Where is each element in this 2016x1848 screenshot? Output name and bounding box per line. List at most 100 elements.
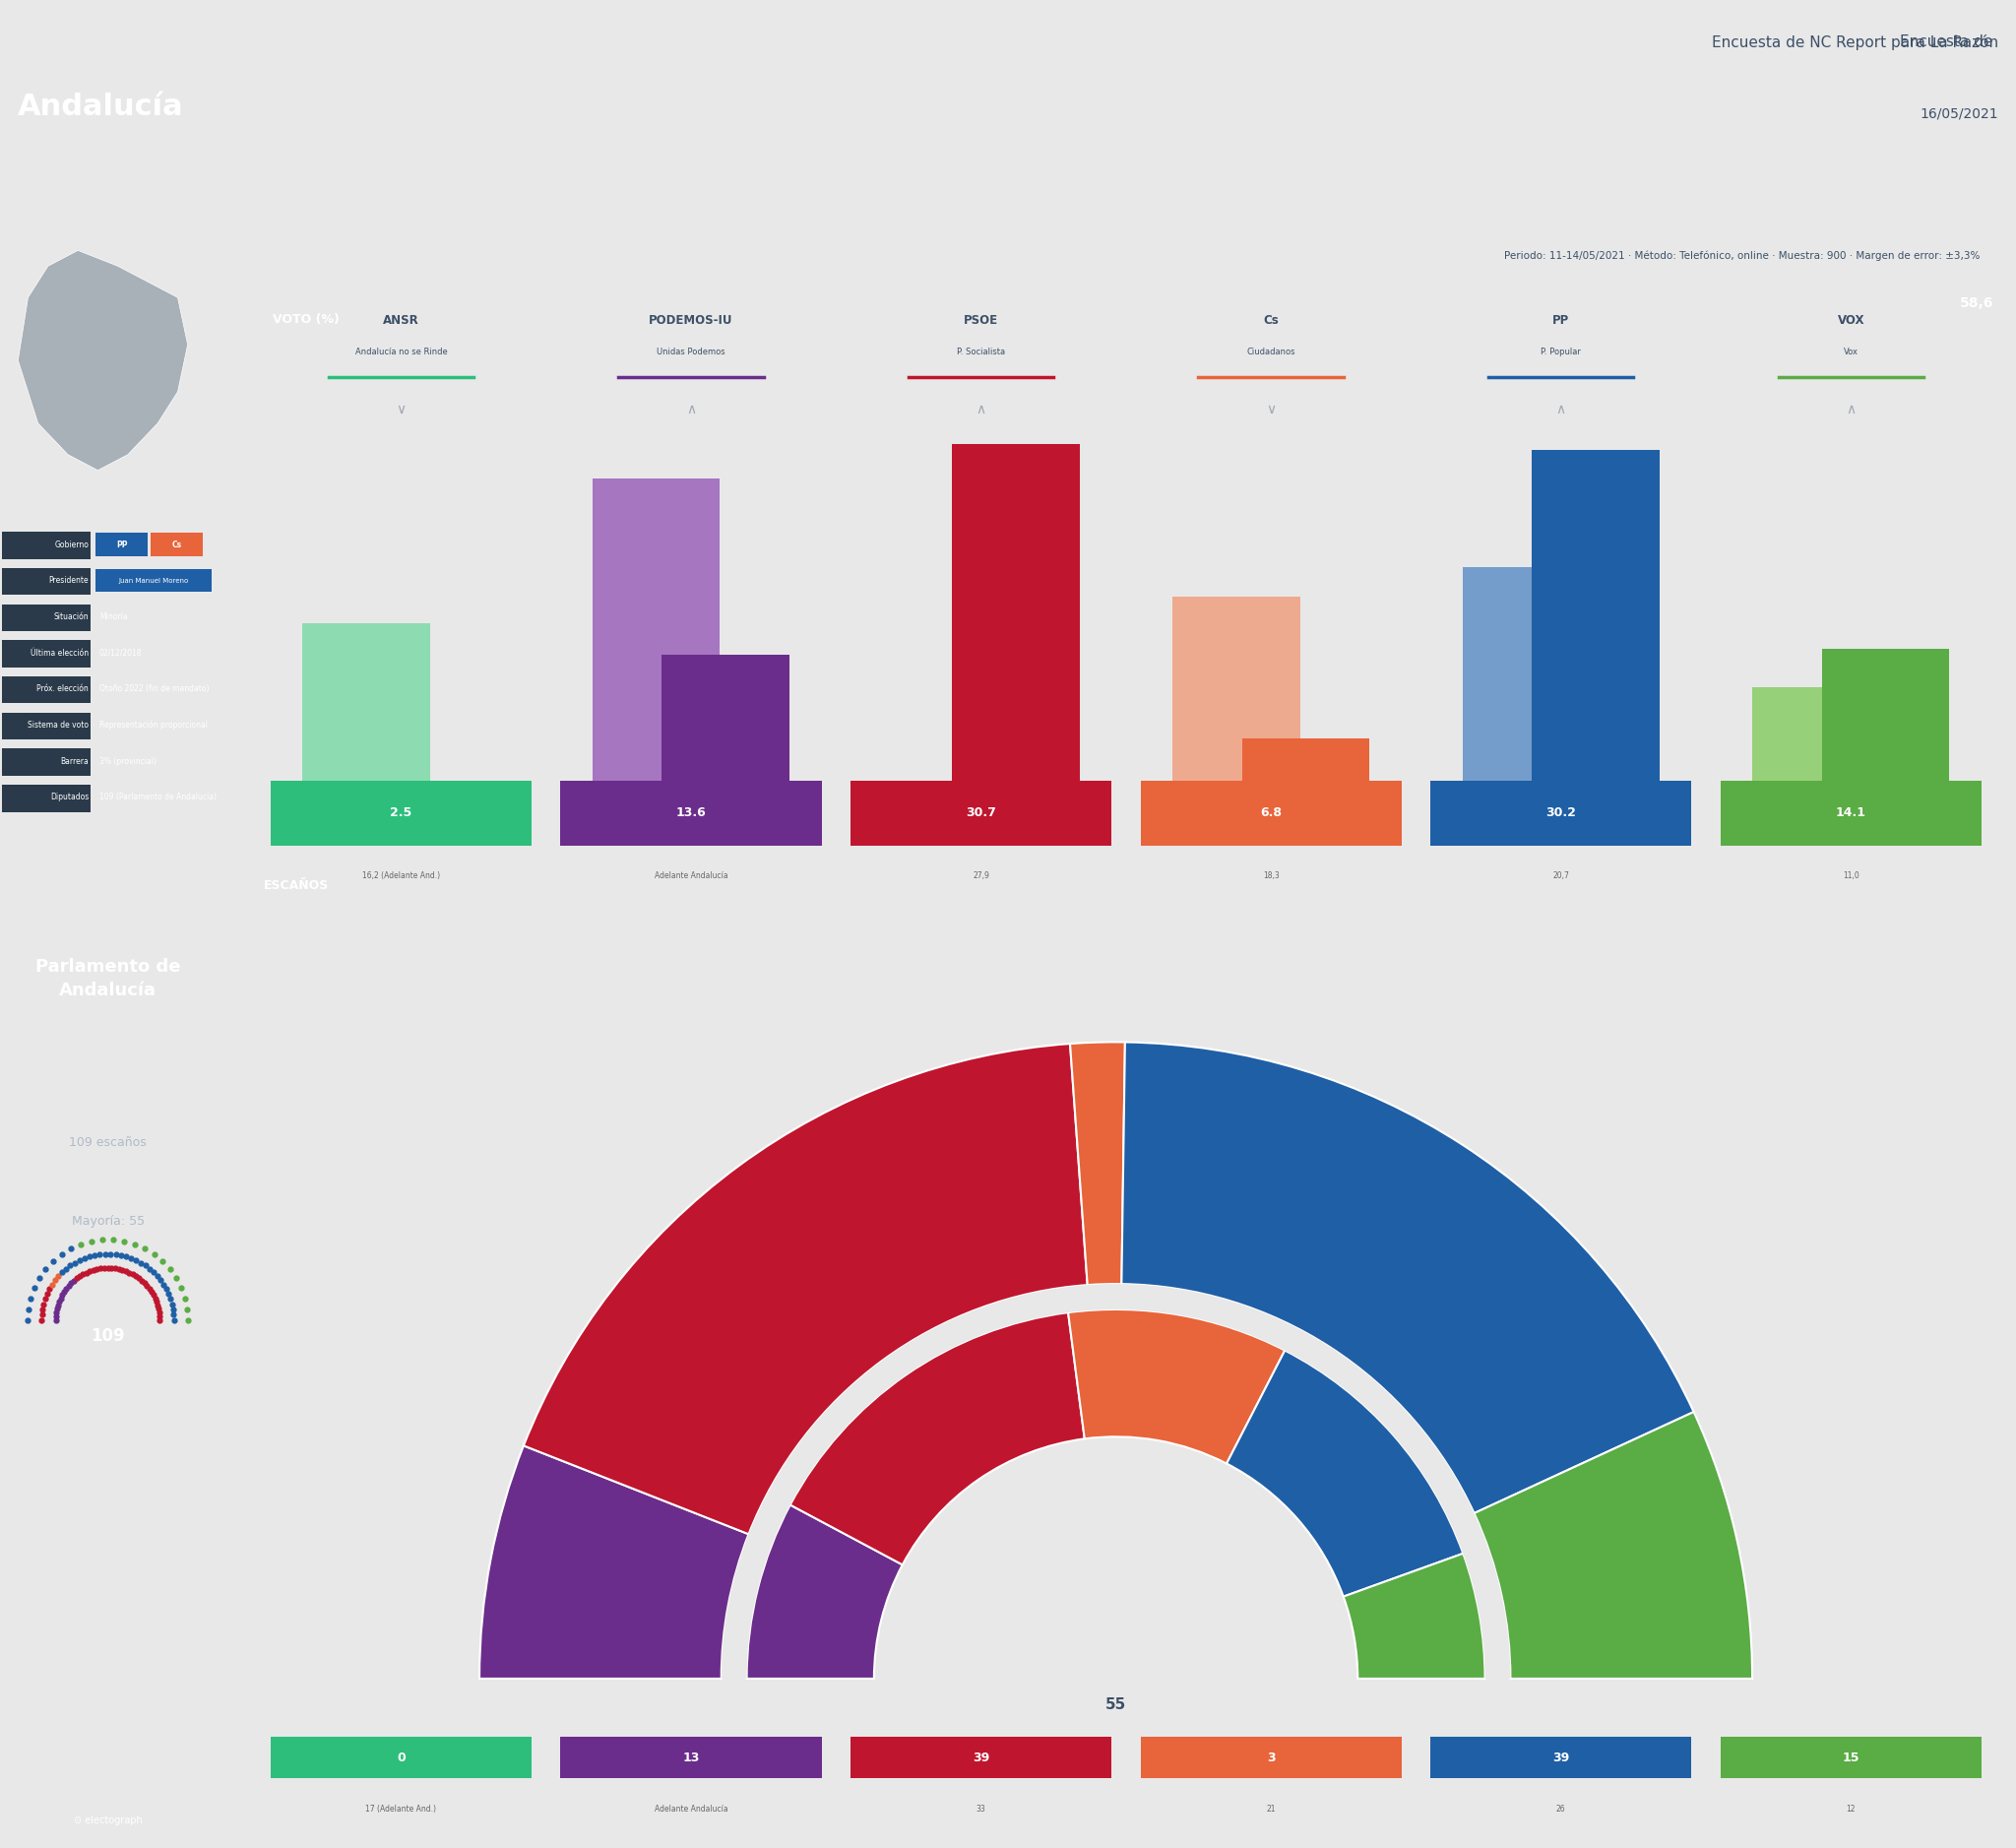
Text: PP: PP [117, 540, 127, 549]
Bar [270, 1737, 532, 1778]
Bar [851, 1737, 1111, 1778]
Bar [1720, 782, 1982, 846]
Bar [2, 748, 91, 776]
Text: 3: 3 [1266, 1752, 1276, 1763]
Text: Vox: Vox [1843, 347, 1859, 357]
Text: Mayoría: 55: Mayoría: 55 [71, 1216, 145, 1229]
Text: ⊙ electograph: ⊙ electograph [73, 1815, 143, 1826]
Bar [661, 654, 790, 822]
Text: Próx. elección: Próx. elección [36, 684, 89, 693]
Text: 14.1: 14.1 [1837, 808, 1867, 819]
Wedge shape [480, 1445, 748, 1678]
Text: 27,9: 27,9 [972, 872, 990, 880]
Text: Encuesta de: Encuesta de [1901, 35, 1998, 50]
Text: ∧: ∧ [1847, 403, 1857, 416]
Text: 58,6: 58,6 [1960, 296, 1994, 310]
Text: ∧: ∧ [1556, 403, 1566, 416]
Text: PP: PP [1552, 314, 1568, 327]
Text: 6.8: 6.8 [1260, 808, 1282, 819]
Wedge shape [1068, 1310, 1284, 1464]
Bar [851, 782, 1111, 846]
Bar [149, 532, 204, 556]
Bar [2, 604, 91, 632]
Text: P. Socialista: P. Socialista [958, 347, 1006, 357]
Text: Juan Manuel Moreno: Juan Manuel Moreno [119, 578, 187, 584]
Bar [1173, 597, 1300, 822]
Bar [1822, 649, 1949, 822]
Text: 21: 21 [1266, 1805, 1276, 1813]
Text: ESCAÑOS: ESCAÑOS [264, 880, 329, 891]
Bar [2, 713, 91, 739]
Text: 18,3: 18,3 [1262, 872, 1280, 880]
Text: Encuesta de NC Report para La Razón: Encuesta de NC Report para La Razón [1712, 35, 1998, 50]
Text: PSOE: PSOE [964, 314, 998, 327]
Text: Otoño 2022 (fin de mandato): Otoño 2022 (fin de mandato) [99, 684, 210, 693]
Text: 30.7: 30.7 [966, 808, 996, 819]
Bar [560, 1737, 821, 1778]
Text: Diputados: Diputados [50, 793, 89, 802]
Text: 2.5: 2.5 [389, 808, 411, 819]
Wedge shape [746, 1504, 903, 1678]
Text: VOTO (%): VOTO (%) [272, 314, 341, 325]
Text: 13.6: 13.6 [675, 808, 706, 819]
Wedge shape [1343, 1554, 1486, 1678]
Text: 39: 39 [972, 1752, 990, 1763]
Text: 55: 55 [1105, 1698, 1127, 1713]
Text: ∨: ∨ [395, 403, 405, 416]
Text: 16,2 (Adelante And.): 16,2 (Adelante And.) [363, 872, 439, 880]
Wedge shape [790, 1312, 1085, 1565]
Text: Cs: Cs [1264, 314, 1278, 327]
Text: 15: 15 [1843, 1752, 1859, 1763]
Text: Representación proporcional: Representación proporcional [99, 721, 208, 730]
Bar [1752, 687, 1879, 822]
Bar [2, 676, 91, 704]
Bar [560, 782, 821, 846]
Text: Andalucía no se Rinde: Andalucía no se Rinde [355, 347, 448, 357]
Wedge shape [1070, 1042, 1125, 1284]
Bar [95, 569, 212, 591]
Text: Parlamento de
Andalucía: Parlamento de Andalucía [34, 957, 181, 1000]
Bar [1431, 782, 1691, 846]
Text: Andalucía: Andalucía [18, 92, 183, 120]
Text: Presidente: Presidente [48, 577, 89, 586]
Text: ∨: ∨ [1266, 403, 1276, 416]
Text: 11,0: 11,0 [1843, 872, 1859, 880]
Text: 39: 39 [1552, 1752, 1568, 1763]
Text: Periodo: 11-14/05/2021 · Método: Telefónico, online · Muestra: 900 · Margen de e: Periodo: 11-14/05/2021 · Método: Telefón… [1504, 251, 1980, 261]
Bar [1242, 739, 1369, 822]
Wedge shape [1226, 1351, 1464, 1597]
Bar [2, 567, 91, 595]
Bar [2, 785, 91, 811]
Text: ∧: ∧ [685, 403, 696, 416]
Bar [593, 479, 720, 822]
Text: Sistema de voto: Sistema de voto [28, 721, 89, 730]
Text: Minoría: Minoría [99, 612, 127, 621]
Text: Barrera: Barrera [60, 758, 89, 765]
Bar [1462, 567, 1591, 822]
Text: 12: 12 [1847, 1805, 1855, 1813]
Text: 30.2: 30.2 [1546, 808, 1577, 819]
Text: 13: 13 [683, 1752, 700, 1763]
Text: Unidas Podemos: Unidas Podemos [657, 347, 726, 357]
Text: 02/12/2018: 02/12/2018 [99, 649, 143, 658]
Bar [1431, 1737, 1691, 1778]
Text: 0: 0 [397, 1752, 405, 1763]
Bar [1141, 1737, 1401, 1778]
Text: 33: 33 [976, 1805, 986, 1813]
Wedge shape [1474, 1412, 1752, 1678]
Wedge shape [1121, 1042, 1693, 1514]
Text: Adelante Andalucía: Adelante Andalucía [655, 872, 728, 880]
Bar [373, 791, 500, 822]
Text: Gobierno: Gobierno [54, 540, 89, 549]
Text: 109 (Parlamento de Andalucía): 109 (Parlamento de Andalucía) [99, 793, 216, 802]
Text: VOX: VOX [1837, 314, 1865, 327]
Wedge shape [524, 1044, 1087, 1534]
Text: 17 (Adelante And.): 17 (Adelante And.) [365, 1805, 435, 1813]
Polygon shape [18, 251, 187, 471]
Text: PODEMOS-IU: PODEMOS-IU [649, 314, 734, 327]
Text: Ciudadanos: Ciudadanos [1246, 347, 1296, 357]
Bar [2, 639, 91, 667]
Text: ∧: ∧ [976, 403, 986, 416]
Bar [1720, 1737, 1982, 1778]
Bar [95, 532, 147, 556]
